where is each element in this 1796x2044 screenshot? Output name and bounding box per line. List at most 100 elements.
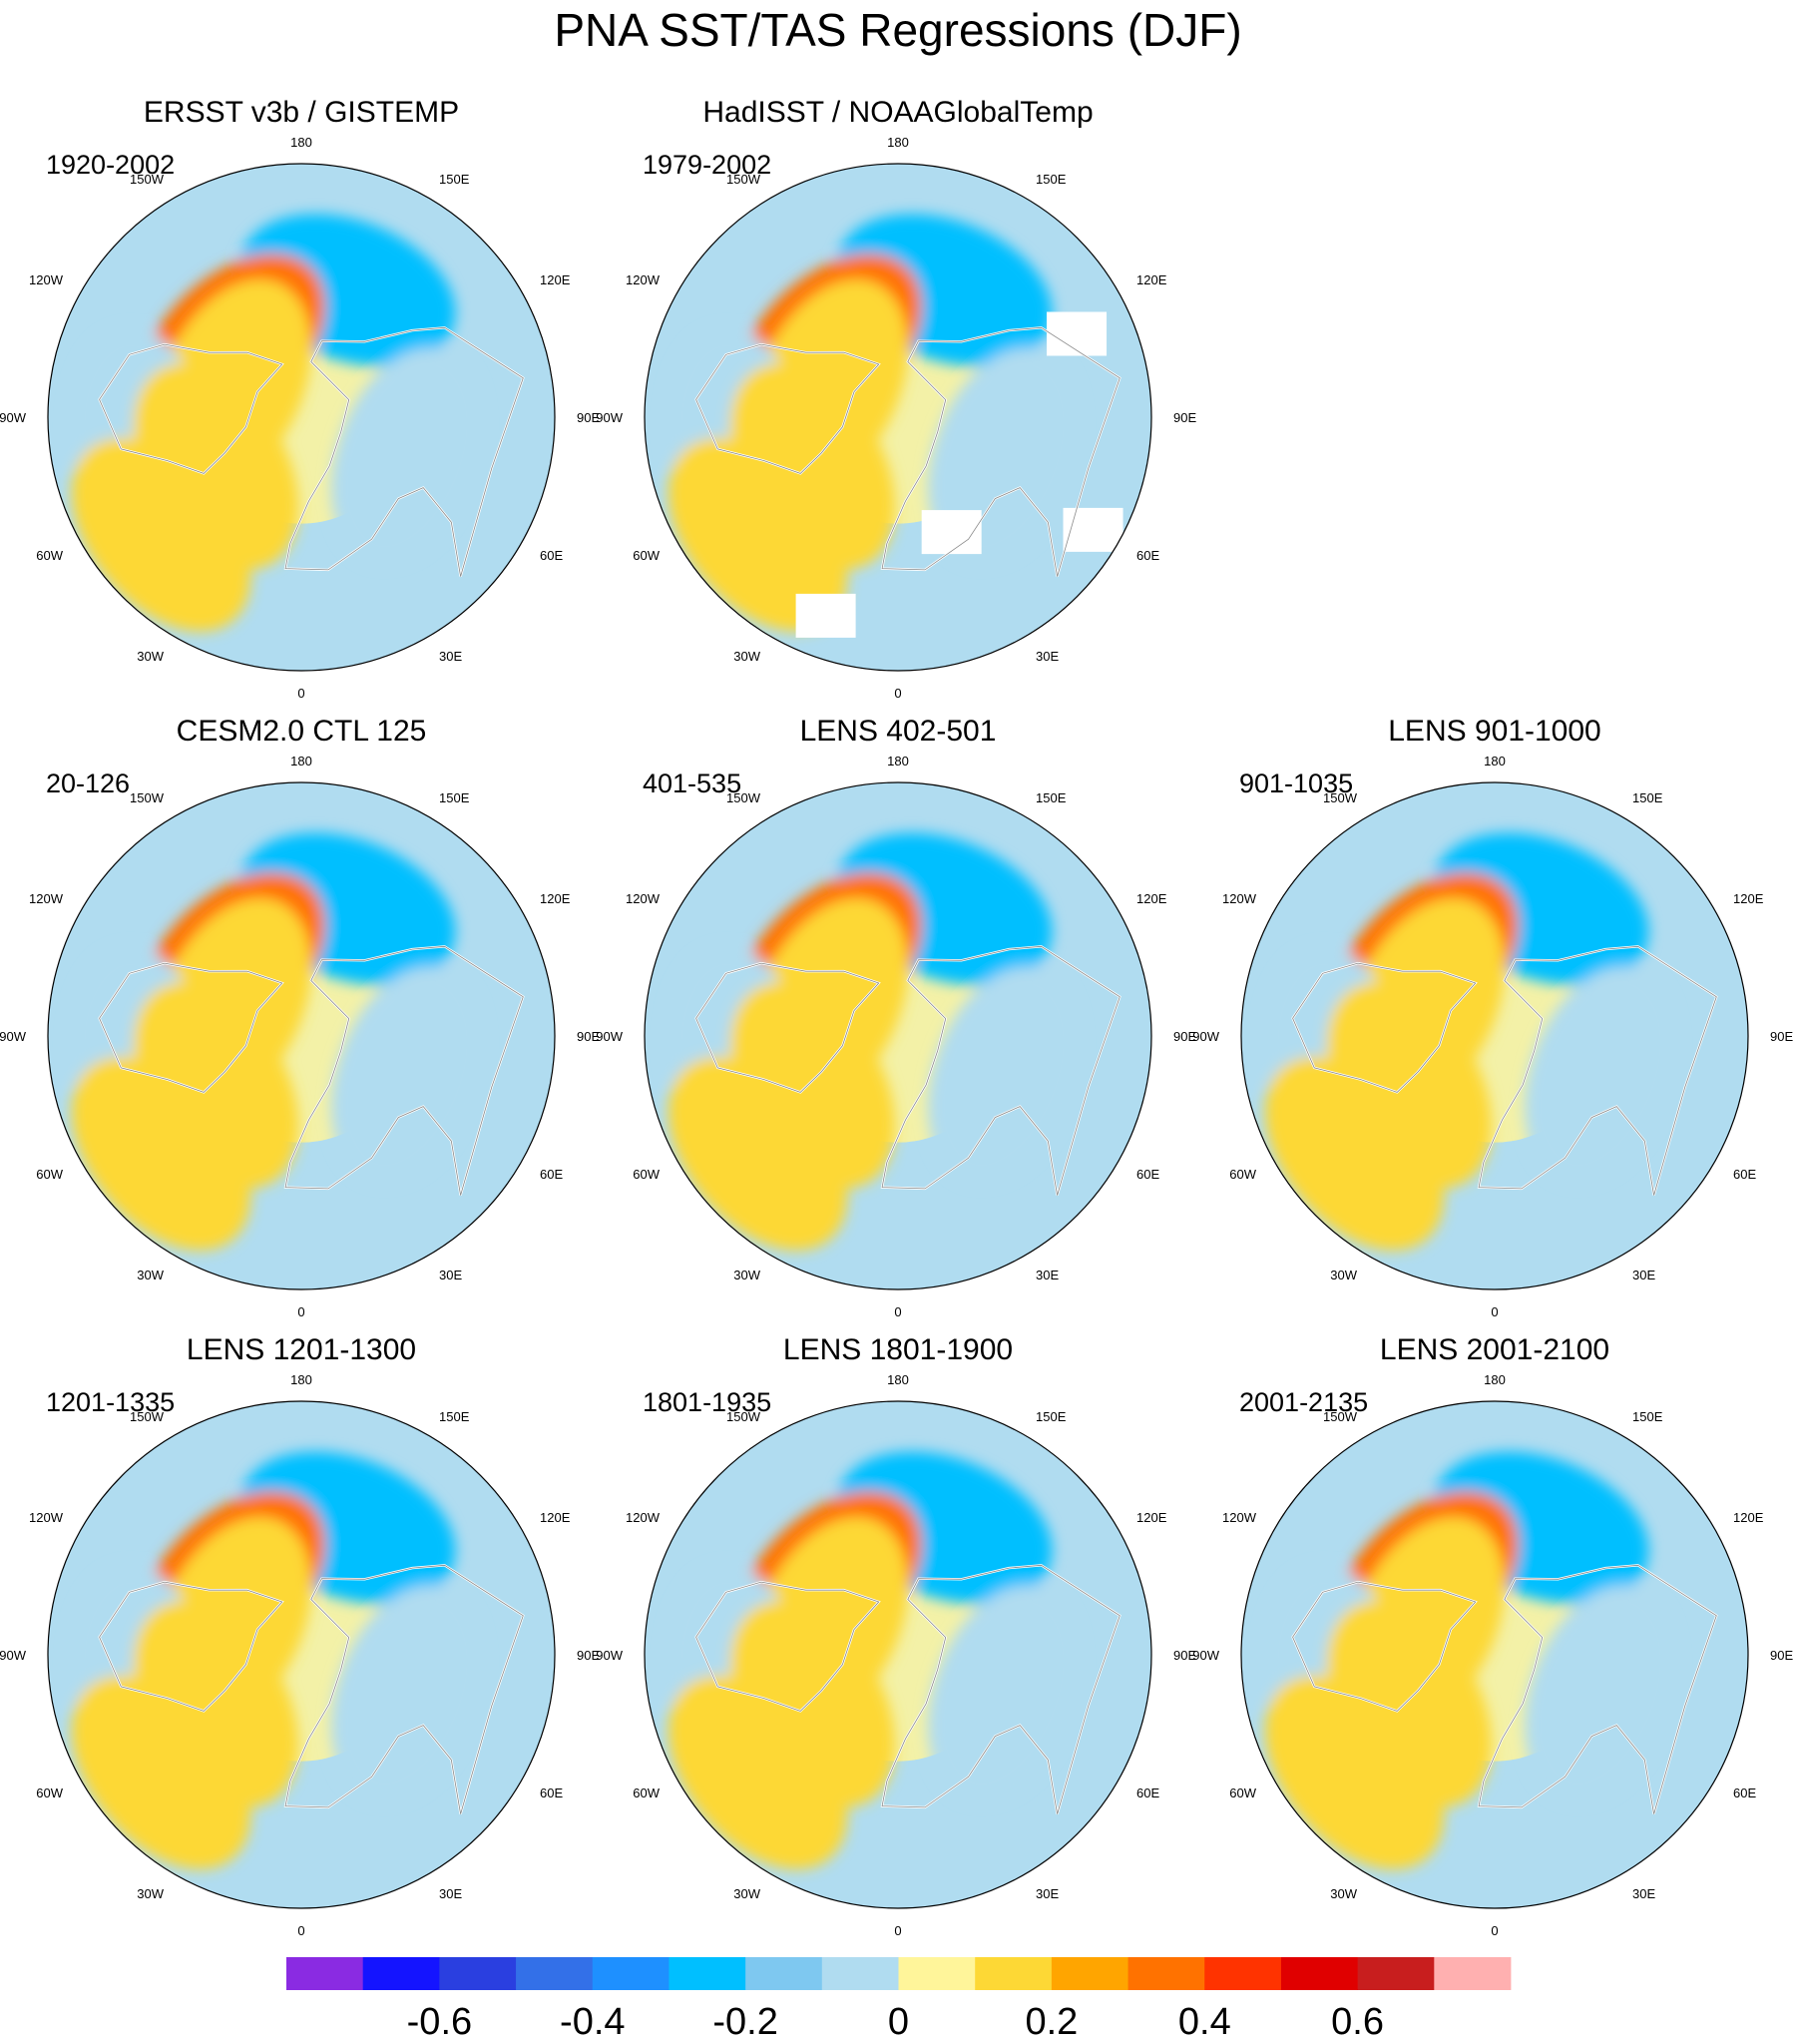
feature-labrador-warm [729, 363, 895, 570]
lon-label: 30E [1632, 1886, 1655, 1901]
lon-label: 60E [540, 548, 563, 563]
map-border [644, 163, 1152, 672]
panels: ERSST v3b / GISTEMP 1920-2002 180 150E 120E 9… [0, 96, 1793, 1938]
colorbar-tick-label: -0.4 [560, 2001, 625, 2043]
lon-label: 30E [439, 649, 462, 664]
coastline-outline [99, 343, 283, 474]
panel-period: 20-126 [46, 768, 130, 798]
lon-label: 150W [1323, 1409, 1358, 1424]
coastline-outline [284, 326, 524, 577]
lon-label: 150W [130, 1409, 165, 1424]
panel-title: HadISST / NOAAGlobalTemp [702, 96, 1093, 129]
lon-label: 0 [894, 1923, 901, 1938]
regression-map [48, 164, 555, 671]
lon-label: 60W [36, 1167, 63, 1182]
lon-label: 90W [596, 1029, 623, 1044]
lon-label: 60E [540, 1167, 563, 1182]
lon-label: 150E [1036, 790, 1067, 805]
coastline-outline [881, 945, 1121, 1196]
map-border [47, 163, 556, 672]
feature-eurasia-cool [927, 966, 1081, 1183]
lon-label: 180 [290, 135, 312, 150]
lon-label: 150W [1323, 790, 1358, 805]
lon-label: 150E [1632, 1409, 1663, 1424]
lon-label: 60E [1136, 1167, 1159, 1182]
panel-title: LENS 1201-1300 [187, 1333, 416, 1366]
lon-label: 150E [439, 790, 470, 805]
feature-eurasia-cool [330, 966, 484, 1183]
lon-label: 30W [733, 1268, 760, 1282]
panel-period: 1920-2002 [46, 150, 175, 180]
feature-eurasia-cool [330, 1585, 484, 1801]
map-border [47, 781, 556, 1290]
coastline-outline [1292, 962, 1477, 1093]
lon-label: 180 [887, 754, 909, 768]
colorbar-box [669, 1957, 746, 1990]
coastline-outline [1478, 945, 1717, 1196]
colorbar-tick-label: -0.6 [407, 2001, 472, 2043]
lon-label: 120E [540, 1510, 571, 1525]
lon-label: 0 [1491, 1923, 1498, 1938]
lon-label: 150W [726, 790, 761, 805]
lon-label: 120W [626, 1510, 661, 1525]
feature-eurasia-cool [330, 347, 484, 564]
coastline-outline [881, 326, 1121, 577]
lon-label: 0 [297, 686, 304, 701]
lon-label: 150W [130, 790, 165, 805]
lon-label: 90E [1770, 1029, 1793, 1044]
lon-label: 120W [29, 272, 64, 287]
panel-lens-2001-2100: LENS 2001-2100 2001-2135 180 150E 120E 90E 60E… [1192, 1333, 1793, 1938]
feature-labrador-warm [729, 982, 895, 1189]
lon-label: 120W [626, 272, 661, 287]
coastline-outline [695, 343, 880, 474]
lon-label: 30E [439, 1886, 462, 1901]
lon-label: 30E [1036, 649, 1059, 664]
colorbar-tick-label: 0.6 [1331, 2001, 1384, 2043]
feature-eurasia-cool [1524, 1585, 1677, 1801]
lon-label: 90E [1173, 1029, 1196, 1044]
lon-label: 60W [1229, 1167, 1256, 1182]
colorbar-box [898, 1957, 976, 1990]
colorbar-box [745, 1957, 823, 1990]
colorbar-box [439, 1957, 517, 1990]
lon-label: 30W [1330, 1886, 1357, 1901]
lon-label: 120W [29, 891, 64, 906]
panel-period: 401-535 [643, 768, 741, 798]
lon-label: 60E [1136, 548, 1159, 563]
lon-label: 120E [540, 891, 571, 906]
feature-labrador-warm [133, 982, 298, 1189]
panel-period: 1801-1935 [643, 1387, 771, 1417]
figure-title: PNA SST/TAS Regressions (DJF) [554, 4, 1241, 56]
coastline-outline [1292, 1581, 1477, 1712]
panel-lens-901-1000: LENS 901-1000 901-1035 180 150E 120E 90E 60E 30… [1192, 715, 1793, 1319]
lon-label: 120W [29, 1510, 64, 1525]
panel-title: LENS 901-1000 [1388, 715, 1601, 748]
map-border [1240, 1400, 1749, 1909]
lon-label: 30W [137, 1268, 164, 1282]
missing-data-patch [1063, 507, 1123, 552]
map-border [1240, 781, 1749, 1290]
feature-labrador-warm [133, 363, 298, 570]
colorbar-tick-label: 0 [888, 2001, 909, 2043]
lon-label: 150W [726, 172, 761, 187]
lon-label: 180 [887, 135, 909, 150]
lon-label: 120E [1136, 1510, 1167, 1525]
feature-eurasia-cool [1524, 966, 1677, 1183]
lon-label: 180 [1484, 1372, 1506, 1387]
coastline-outline [695, 962, 880, 1093]
panel-period: 901-1035 [1239, 768, 1353, 798]
lon-label: 90E [577, 1648, 600, 1663]
lon-label: 60W [633, 1167, 660, 1182]
colorbar-box [1051, 1957, 1128, 1990]
feature-labrador-warm [133, 1601, 298, 1807]
feature-eurasia-cool [927, 1585, 1081, 1801]
colorbar-box [1357, 1957, 1435, 1990]
regression-map [1241, 782, 1748, 1289]
lon-label: 150E [439, 1409, 470, 1424]
lon-label: 60W [633, 548, 660, 563]
lon-label: 30E [1632, 1268, 1655, 1282]
lon-label: 120E [1136, 272, 1167, 287]
lon-label: 60W [633, 1786, 660, 1800]
colorbar-box [1280, 1957, 1359, 1990]
